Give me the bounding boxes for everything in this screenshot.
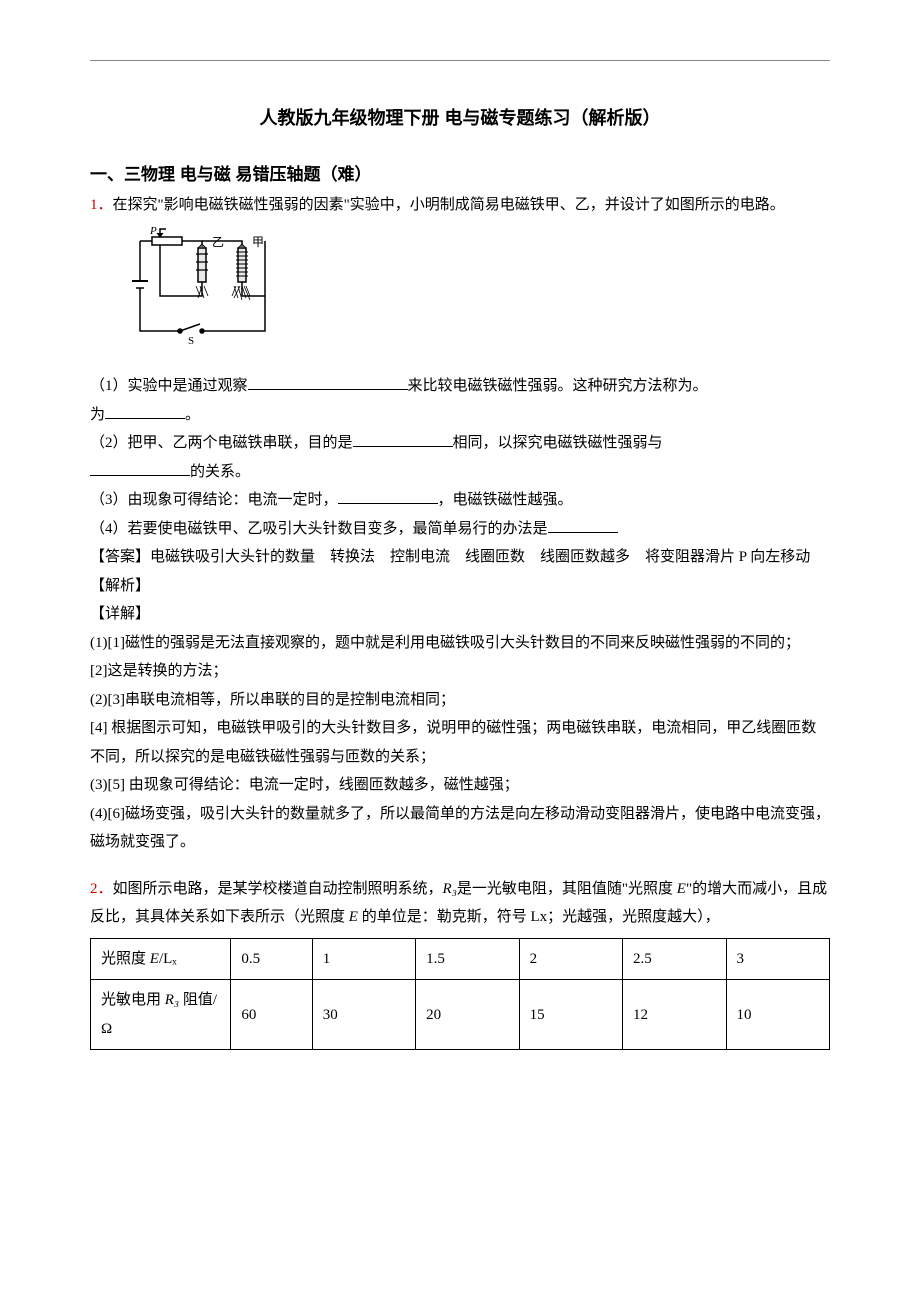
section-heading: 一、三物理 电与磁 易错压轴题（难） (90, 159, 830, 191)
q1-d1: (1)[1]磁性的强弱是无法直接观察的，题中就是利用电磁铁吸引大头针数目的不同来… (90, 629, 830, 658)
q1-d3: (2)[3]串联电流相等，所以串联的目的是控制电流相同； (90, 686, 830, 715)
q1-intro: 1．在探究"影响电磁铁磁性强弱的因素"实验中，小明制成简易电磁铁甲、乙，并设计了… (90, 191, 830, 220)
q2-number: 2． (90, 881, 113, 897)
table-cell: 60 (231, 980, 312, 1050)
q1-sub2-b: 相同，以探究电磁铁磁性强弱与 (453, 435, 663, 451)
table-row: 光照度 E/Lₓ 0.5 1 1.5 2 2.5 3 (91, 938, 830, 980)
table-cell: 30 (312, 980, 415, 1050)
q2-r3: R₃ (443, 881, 457, 897)
q2-e2: E (349, 909, 358, 925)
label-yi: 乙 (212, 235, 224, 249)
label-p: P (149, 226, 157, 237)
blank (548, 518, 618, 533)
q2-b: 是一光敏电阻，其阻值随"光照度 (457, 881, 677, 897)
q1-sub4: （4）若要使电磁铁甲、乙吸引大头针数目变多，最简单易行的办法是 (90, 515, 830, 544)
q1-sub3-a: （3）由现象可得结论：电流一定时， (90, 492, 338, 508)
label-s: S (188, 335, 194, 347)
q2-e1: E (677, 881, 686, 897)
q1-sub2: （2）把甲、乙两个电磁铁串联，目的是 相同，以探究电磁铁磁性强弱与 (90, 429, 830, 458)
q1-sub2-line2: 的关系。 (90, 458, 830, 487)
q1-d6: (4)[6]磁场变强，吸引大头针的数量就多了，所以最简单的方法是向左移动滑动变阻… (90, 800, 830, 857)
q1-parse-label: 【解析】 (90, 572, 830, 601)
blank (105, 404, 185, 419)
table-row: 光敏电用 R₃ 阻值/Ω 60 30 20 15 12 10 (91, 980, 830, 1050)
label-jia: 甲 (252, 235, 264, 249)
q1-sub1-a: （1）实验中是通过观察 (90, 378, 248, 394)
q2-d: 的单位是：勒克斯，符号 Lx；光越强，光照度越大）， (358, 909, 720, 925)
q2-data-table: 光照度 E/Lₓ 0.5 1 1.5 2 2.5 3 光敏电用 R₃ 阻值/Ω … (90, 938, 830, 1051)
top-divider (90, 60, 830, 61)
q1-sub2-a: （2）把甲、乙两个电磁铁串联，目的是 (90, 435, 353, 451)
table-cell: 1.5 (416, 938, 519, 980)
q1-d2: [2]这是转换的方法； (90, 657, 830, 686)
q1-sub1-c: 。 (693, 378, 708, 394)
q1-detail-label: 【详解】 (90, 600, 830, 629)
table-cell: 15 (519, 980, 622, 1050)
row1-label: 光照度 E/Lₓ (91, 938, 231, 980)
q1-sub3: （3）由现象可得结论：电流一定时， ，电磁铁磁性越强。 (90, 486, 830, 515)
q1-sub3-b: ，电磁铁磁性越强。 (438, 492, 573, 508)
answer-label: 【答案】 (90, 549, 150, 565)
blank (353, 432, 453, 447)
q1-d5: (3)[5] 由现象可得结论：电流一定时，线圈匝数越多，磁性越强； (90, 771, 830, 800)
table-cell: 20 (416, 980, 519, 1050)
table-cell: 12 (623, 980, 726, 1050)
q2-intro: 2．如图所示电路，是某学校楼道自动控制照明系统，R₃是一光敏电阻，其阻值随"光照… (90, 875, 830, 932)
table-cell: 2 (519, 938, 622, 980)
table-cell: 10 (726, 980, 830, 1050)
q1-text: 在探究"影响电磁铁磁性强弱的因素"实验中，小明制成简易电磁铁甲、乙，并设计了如图… (113, 197, 785, 213)
answer-text: 电磁铁吸引大头针的数量 转换法 控制电流 线圈匝数 线圈匝数越多 将变阻器滑片 … (150, 549, 810, 565)
q1-sub4-a: （4）若要使电磁铁甲、乙吸引大头针数目变多，最简单易行的办法是 (90, 521, 548, 537)
q1-number: 1． (90, 197, 113, 213)
q1-sub1-line2: 为。 (90, 401, 830, 430)
q1-circuit-figure: P 乙 甲 S (120, 226, 280, 367)
row2-label: 光敏电用 R₃ 阻值/Ω (91, 980, 231, 1050)
q1-d4: [4] 根据图示可知，电磁铁甲吸引的大头针数目多，说明甲的磁性强；两电磁铁串联，… (90, 714, 830, 771)
blank (90, 461, 190, 476)
q1-sub1-b: 来比较电磁铁磁性强弱。这种研究方法称为 (408, 378, 693, 394)
blank (338, 489, 438, 504)
table-cell: 2.5 (623, 938, 726, 980)
q2-a: 如图所示电路，是某学校楼道自动控制照明系统， (113, 881, 443, 897)
table-cell: 1 (312, 938, 415, 980)
table-cell: 0.5 (231, 938, 312, 980)
q1-sub1: （1）实验中是通过观察 来比较电磁铁磁性强弱。这种研究方法称为。 (90, 372, 830, 401)
q1-sub2-c: 的关系。 (190, 464, 250, 480)
q1-answer: 【答案】电磁铁吸引大头针的数量 转换法 控制电流 线圈匝数 线圈匝数越多 将变阻… (90, 543, 830, 572)
blank (248, 375, 408, 390)
table-cell: 3 (726, 938, 830, 980)
page-title: 人教版九年级物理下册 电与磁专题练习（解析版） (90, 101, 830, 135)
